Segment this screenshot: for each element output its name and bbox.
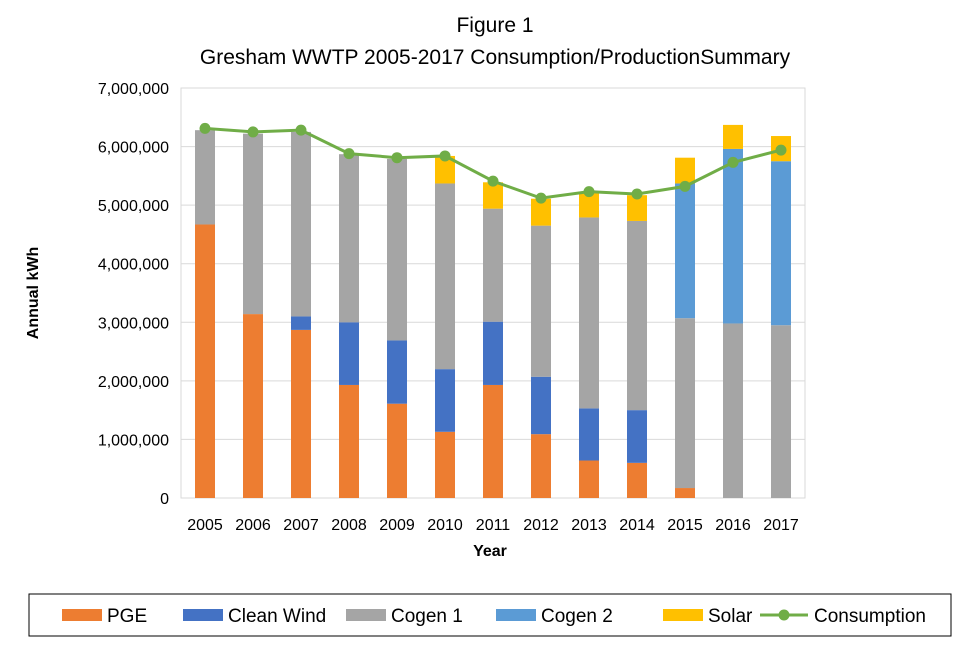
legend-label: Cogen 2 [541,606,613,627]
bar-cogen-2 [771,161,791,326]
bars [195,124,791,498]
consumption-point [727,156,739,168]
bar-cogen-2 [675,183,695,319]
bar-solar [531,198,551,226]
consumption-line [199,122,787,204]
x-tick-label: 2014 [619,517,655,534]
y-tick-label: 1,000,000 [98,432,169,449]
legend-marker [778,609,790,621]
bar-clean-wind [291,316,311,330]
chart-title: Figure 1 [456,14,533,37]
y-tick-label: 5,000,000 [98,198,169,215]
bar-solar [579,192,599,218]
bar-pge [387,403,407,498]
consumption-point [199,122,211,134]
consumption-point [631,188,643,200]
y-tick-label: 4,000,000 [98,257,169,274]
x-tick-label: 2008 [331,517,367,534]
x-tick-label: 2009 [379,517,415,534]
x-axis-title: Year [473,543,507,560]
y-tick-label: 2,000,000 [98,374,169,391]
y-axis-ticks: 0 1,000,000 2,000,000 3,000,000 4,000,000 5,0… [98,81,169,508]
bar-cogen-1 [627,220,647,411]
bar-solar [627,195,647,221]
consumption-point [343,148,355,160]
legend-label: Consumption [814,606,926,627]
consumption-point [439,150,451,162]
bar-clean-wind [339,322,359,385]
bar-cogen-1 [531,225,551,377]
bar-pge [627,462,647,498]
y-tick-label: 0 [160,491,169,508]
x-tick-label: 2013 [571,517,607,534]
bar-cogen-1 [339,154,359,323]
bar-cogen-1 [387,158,407,341]
bar-solar [483,182,503,209]
bar-pge [483,384,503,498]
x-tick-label: 2010 [427,517,463,534]
bar-clean-wind [387,340,407,404]
y-tick-label: 3,000,000 [98,315,169,332]
legend-label: Clean Wind [228,606,326,627]
consumption-point [775,144,787,156]
bar-pge [531,434,551,498]
legend-label: Cogen 1 [391,606,463,627]
bar-pge [339,384,359,498]
bar-clean-wind [627,410,647,463]
consumption-point [295,124,307,136]
bar-cogen-1 [579,217,599,409]
x-tick-label: 2017 [763,517,799,534]
consumption-point [391,152,403,164]
bar-pge [291,329,311,498]
bar-cogen-1 [675,318,695,489]
bar-pge [579,460,599,498]
bar-pge [243,314,263,498]
consumption-point [679,180,691,192]
chart-subtitle: Gresham WWTP 2005-2017 Consumption/Produ… [200,46,791,69]
legend-swatch [183,609,223,621]
bar-pge [195,224,215,498]
bar-clean-wind [435,369,455,432]
bar-cogen-1 [771,325,791,498]
y-tick-label: 7,000,000 [98,81,169,98]
bar-cogen-1 [195,130,215,225]
bar-cogen-1 [723,323,743,498]
legend-swatch [496,609,536,621]
bar-cogen-1 [483,208,503,322]
y-axis-title: Annual kWh [25,247,42,339]
bar-cogen-1 [243,133,263,315]
legend-box [28,593,952,637]
bar-solar [435,155,455,184]
legend-label: Solar [708,606,753,627]
y-tick-label: 6,000,000 [98,140,169,157]
legend: PGE Clean Wind Cogen 1 Cogen 2 Solar Consumpt… [62,606,926,627]
bar-pge [435,431,455,498]
legend-swatch [663,609,703,621]
bar-cogen-1 [291,131,311,317]
x-axis-ticks: 2005 2006 2007 2008 2009 2010 2011 2012 2013 2014… [187,517,799,534]
x-tick-label: 2006 [235,517,271,534]
legend-swatch [62,609,102,621]
consumption-point [583,186,595,198]
bar-pge [675,488,695,498]
x-tick-label: 2007 [283,517,319,534]
bar-cogen-2 [723,148,743,324]
x-tick-label: 2005 [187,517,223,534]
legend-label: PGE [107,606,147,627]
consumption-point [247,126,259,138]
legend-swatch [346,609,386,621]
x-tick-label: 2016 [715,517,751,534]
x-tick-label: 2015 [667,517,703,534]
bar-clean-wind [579,408,599,461]
x-tick-label: 2011 [476,517,511,534]
bar-solar [675,157,695,184]
bar-clean-wind [531,376,551,435]
x-tick-label: 2012 [523,517,559,534]
consumption-point [535,192,547,204]
bar-solar [723,124,743,149]
bar-clean-wind [483,321,503,385]
consumption-point [487,175,499,187]
bar-cogen-1 [435,183,455,370]
